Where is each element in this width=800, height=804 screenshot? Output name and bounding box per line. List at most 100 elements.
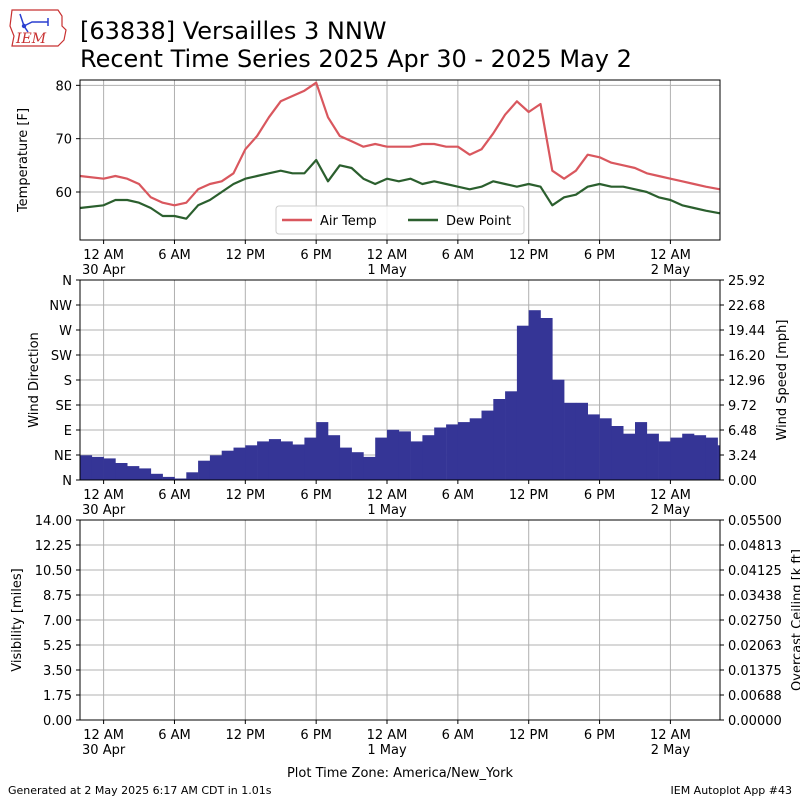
vis-xtick-sublabel: 1 May: [367, 743, 407, 758]
wind-bar: [434, 427, 447, 480]
logo-text: IEM: [15, 31, 47, 47]
vis-xtick-label: 12 PM: [225, 728, 265, 743]
vis-xtick-label: 12 AM: [650, 728, 691, 743]
wind-dir-tick-label: NW: [49, 299, 72, 314]
wind-dir-tick-label: NE: [54, 449, 72, 464]
wind-speed-ylabel: Wind Speed [mph]: [775, 320, 790, 441]
generated-label: Generated at 2 May 2025 6:17 AM CDT in 1…: [8, 784, 272, 797]
wind-bar: [564, 402, 577, 480]
vis-xtick-sublabel: 2 May: [651, 743, 691, 758]
wind-bar: [587, 414, 600, 480]
vis-ylabel: Visibility [miles]: [10, 568, 25, 671]
wind-xtick-label: 6 PM: [300, 488, 331, 503]
wind-speed-tick-label: 25.92: [728, 274, 765, 289]
wind-bar: [257, 441, 270, 480]
wind-dir-tick-label: SW: [51, 349, 72, 364]
title-line-2: Recent Time Series 2025 Apr 30 - 2025 Ma…: [80, 45, 632, 73]
temp-xtick-label: 12 AM: [83, 248, 124, 263]
vis-ytick-label: 7.00: [43, 614, 72, 629]
wind-speed-tick-label: 22.68: [728, 299, 765, 314]
vis-ytick-label: 10.50: [35, 564, 72, 579]
wind-bar: [162, 476, 175, 480]
wind-bar: [221, 450, 234, 480]
wind-xtick-sublabel: 1 May: [367, 503, 407, 518]
wind-bar: [422, 435, 435, 480]
wind-bar: [540, 318, 553, 480]
wind-dir-tick-label: W: [59, 324, 72, 339]
wind-xtick-label: 12 PM: [509, 488, 549, 503]
wind-bar: [328, 435, 341, 480]
vis-xtick-label: 6 AM: [158, 728, 191, 743]
wind-dir-tick-label: N: [62, 274, 72, 289]
temp-xtick-label: 6 PM: [584, 248, 615, 263]
wind-speed-tick-label: 9.72: [728, 399, 757, 414]
legend-label-air-temp: Air Temp: [320, 214, 377, 229]
wind-bar: [457, 422, 470, 480]
wind-bar: [316, 422, 329, 480]
wind-bar: [516, 325, 529, 480]
wind-speed-tick-label: 3.24: [728, 449, 757, 464]
wind-bar: [410, 441, 423, 480]
vis-ytick-label: 12.25: [35, 539, 72, 554]
ceiling-ytick-label: 0.04813: [728, 539, 782, 554]
wind-bar: [339, 447, 352, 480]
wind-bar: [398, 431, 411, 480]
wind-bar: [694, 435, 707, 480]
wind-bar: [493, 399, 506, 480]
wind-bar: [528, 310, 541, 480]
wind-bar: [127, 466, 140, 480]
temp-xtick-label: 6 AM: [442, 248, 475, 263]
wind-xtick-label: 12 AM: [83, 488, 124, 503]
temp-xtick-label: 12 AM: [367, 248, 408, 263]
ceiling-ytick-label: 0.02750: [728, 614, 782, 629]
wind-speed-bars: [80, 310, 721, 480]
wind-bar: [469, 418, 482, 480]
wind-bar: [705, 437, 718, 480]
wind-bar: [139, 468, 152, 480]
wind-xtick-label: 12 AM: [367, 488, 408, 503]
vis-ytick-label: 1.75: [43, 689, 72, 704]
wind-bar: [575, 402, 588, 480]
wind-bar: [209, 455, 222, 480]
legend-label-dew-point: Dew Point: [446, 214, 511, 229]
temp-ytick-label: 60: [55, 186, 72, 201]
temp-xtick-sublabel: 1 May: [367, 263, 407, 278]
wind-bar: [245, 445, 258, 480]
wind-bar: [446, 424, 459, 480]
temp-xtick-sublabel: 30 Apr: [82, 263, 126, 278]
wind-xtick-label: 12 PM: [225, 488, 265, 503]
wind-bar: [505, 391, 518, 480]
vis-ytick-label: 3.50: [43, 664, 72, 679]
legend-box: [275, 205, 525, 235]
temp-xtick-label: 12 PM: [225, 248, 265, 263]
wind-xtick-sublabel: 30 Apr: [82, 503, 126, 518]
vis-xtick-label: 12 AM: [367, 728, 408, 743]
ceiling-ytick-label: 0.04125: [728, 564, 782, 579]
iem-logo: IEM: [9, 9, 67, 47]
wind-dir-ylabel: Wind Direction: [27, 332, 42, 428]
wind-bar: [304, 437, 317, 480]
wind-bar: [599, 418, 612, 480]
vis-ytick-label: 8.75: [43, 589, 72, 604]
wind-bar: [351, 452, 364, 480]
dew-point-line: [79, 158, 721, 220]
temp-ytick-label: 70: [55, 133, 72, 148]
vis-ytick-label: 5.25: [43, 639, 72, 654]
wind-bar: [552, 379, 565, 480]
vis-xtick-sublabel: 30 Apr: [82, 743, 126, 758]
station-dot-icon: [21, 23, 27, 29]
vis-xtick-label: 6 PM: [300, 728, 331, 743]
wind-dir-tick-label: S: [64, 374, 72, 389]
ceiling-ytick-label: 0.00688: [728, 689, 782, 704]
wind-bar: [80, 455, 93, 480]
wind-bar: [375, 437, 388, 480]
temp-legend: Air Temp Dew Point: [275, 205, 525, 235]
wind-bar: [682, 433, 695, 480]
wind-xtick-label: 12 AM: [650, 488, 691, 503]
vis-xtick-label: 12 PM: [509, 728, 549, 743]
wind-bar: [115, 463, 128, 480]
wind-bar: [670, 437, 683, 480]
